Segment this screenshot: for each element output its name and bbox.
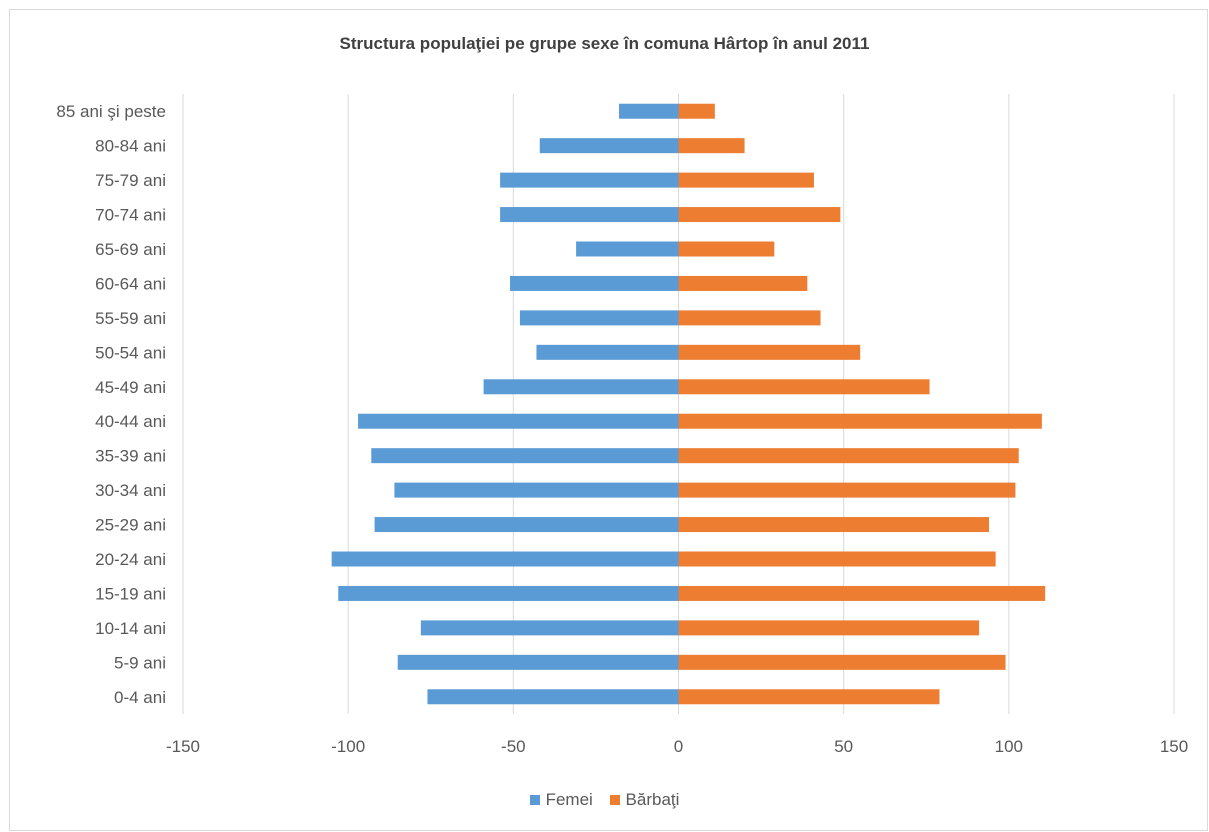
legend-swatch-barbati — [609, 795, 620, 805]
y-category-label: 70-74 ani — [95, 206, 166, 225]
x-tick-label: -50 — [501, 737, 526, 756]
y-category-label: 25-29 ani — [95, 516, 166, 535]
bar-barbati — [678, 620, 980, 636]
x-tick-label: 100 — [995, 737, 1023, 756]
y-category-label: 30-34 ani — [95, 481, 166, 500]
y-category-label: 35-39 ani — [95, 447, 166, 466]
y-category-label: 75-79 ani — [95, 171, 166, 190]
bar-barbati — [678, 517, 990, 533]
legend-item-barbati: Bărbaţi — [609, 790, 680, 810]
bar-barbati — [678, 138, 745, 154]
bar-femei — [371, 448, 679, 464]
x-tick-label: -150 — [166, 737, 200, 756]
legend: Femei Bărbaţi — [0, 790, 1209, 810]
bar-femei — [394, 482, 679, 498]
bar-femei — [338, 585, 679, 601]
bar-barbati — [678, 448, 1019, 464]
bar-femei — [427, 689, 679, 705]
x-tick-label: -100 — [331, 737, 365, 756]
y-category-label: 80-84 ani — [95, 137, 166, 156]
bar-femei — [374, 517, 679, 533]
bar-barbati — [678, 310, 821, 326]
bar-barbati — [678, 413, 1042, 429]
bar-barbati — [678, 585, 1046, 601]
y-category-label: 20-24 ani — [95, 550, 166, 569]
bar-femei — [619, 103, 679, 119]
x-tick-label: 50 — [834, 737, 853, 756]
y-category-label: 10-14 ani — [95, 619, 166, 638]
bar-femei — [519, 310, 679, 326]
legend-label-femei: Femei — [545, 790, 593, 809]
y-category-label: 55-59 ani — [95, 309, 166, 328]
y-category-label: 50-54 ani — [95, 343, 166, 362]
y-category-label: 85 ani şi peste — [56, 102, 166, 121]
chart-title: Structura populaţiei pe grupe sexe în co… — [339, 34, 870, 53]
bar-femei — [510, 275, 679, 291]
bar-barbati — [678, 689, 940, 705]
bar-barbati — [678, 172, 814, 188]
bar-femei — [536, 344, 679, 360]
bar-femei — [397, 654, 679, 670]
bar-femei — [331, 551, 679, 567]
bar-barbati — [678, 275, 808, 291]
y-category-label: 60-64 ani — [95, 274, 166, 293]
bar-barbati — [678, 551, 996, 567]
legend-label-barbati: Bărbaţi — [625, 790, 680, 809]
bar-femei — [500, 207, 679, 223]
bar-barbati — [678, 379, 930, 395]
bar-femei — [420, 620, 679, 636]
bar-femei — [358, 413, 679, 429]
y-category-label: 40-44 ani — [95, 412, 166, 431]
bar-barbati — [678, 654, 1006, 670]
legend-item-femei: Femei — [529, 790, 593, 810]
y-category-label: 0-4 ani — [114, 688, 166, 707]
bar-femei — [576, 241, 679, 257]
bar-femei — [483, 379, 679, 395]
legend-swatch-femei — [529, 795, 540, 805]
bar-barbati — [678, 241, 775, 257]
x-tick-label: 150 — [1160, 737, 1188, 756]
bar-femei — [500, 172, 679, 188]
bar-barbati — [678, 344, 861, 360]
bar-femei — [539, 138, 679, 154]
y-category-label: 65-69 ani — [95, 240, 166, 259]
y-category-label: 5-9 ani — [114, 653, 166, 672]
bar-barbati — [678, 207, 841, 223]
x-tick-label: 0 — [674, 737, 683, 756]
y-category-label: 15-19 ani — [95, 584, 166, 603]
bar-barbati — [678, 103, 715, 119]
bar-barbati — [678, 482, 1016, 498]
y-category-label: 45-49 ani — [95, 378, 166, 397]
